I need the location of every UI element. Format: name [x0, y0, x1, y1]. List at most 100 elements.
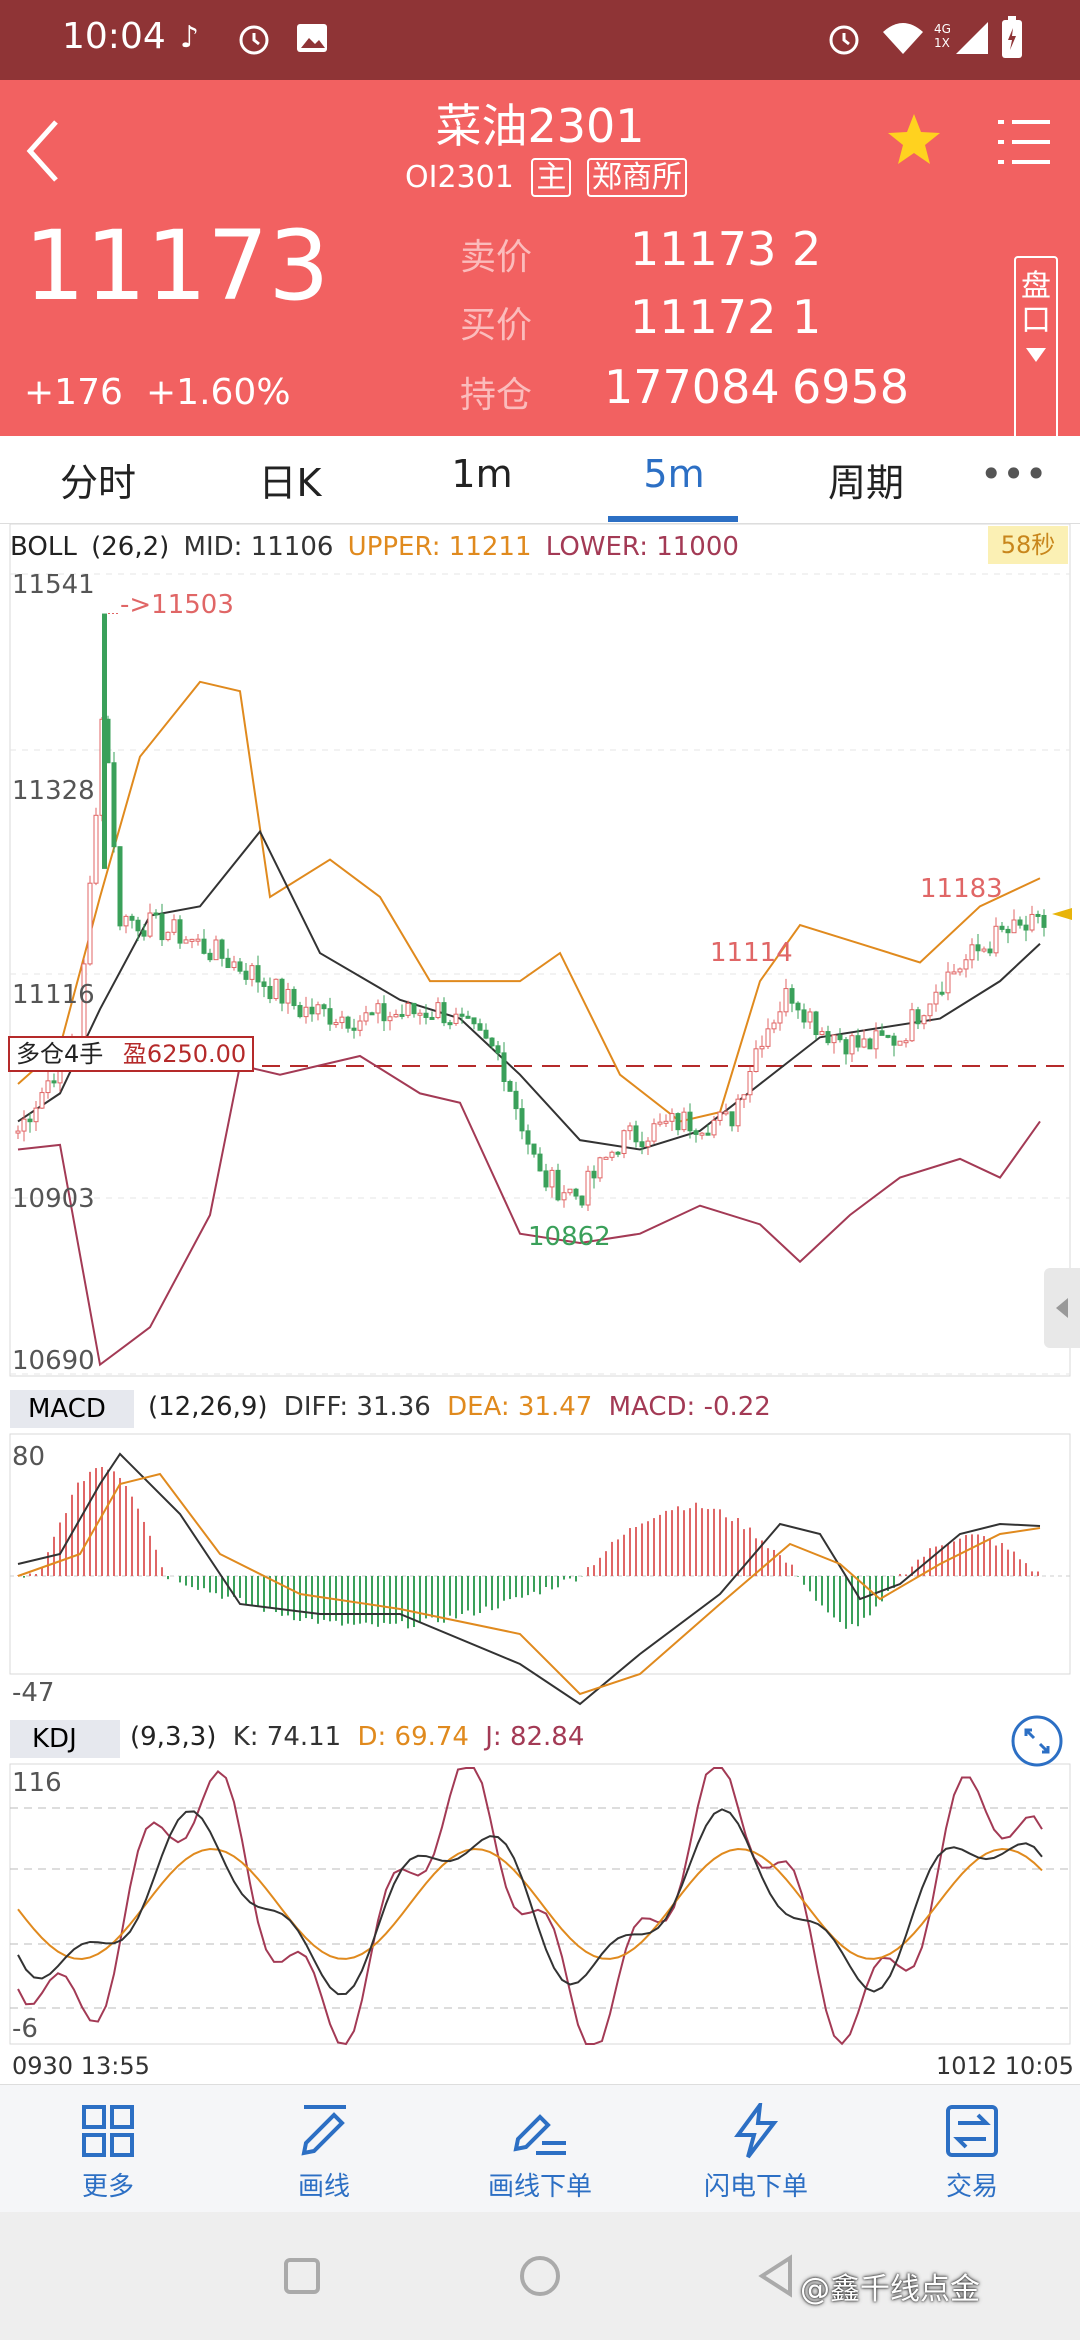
candle-body [189, 938, 195, 942]
candle-body [321, 1004, 327, 1010]
home-button[interactable] [520, 2256, 560, 2296]
candle-body [939, 991, 945, 995]
candle-body [585, 1170, 591, 1206]
kdj-indicator-selector[interactable]: KDJ [10, 1720, 120, 1758]
candle-body [201, 938, 207, 954]
candle-body [735, 1098, 741, 1127]
wifi-icon [883, 23, 923, 54]
contract-title: 菜油2301 [435, 99, 645, 153]
candle-body [219, 939, 225, 959]
candle-body [657, 1121, 663, 1125]
chart-canvas [9, 524, 1072, 2046]
candle-body [729, 1111, 735, 1127]
candle-body [453, 1013, 459, 1024]
candle-body [177, 919, 183, 944]
signal-icon [956, 22, 988, 54]
candle-body [861, 1038, 867, 1048]
candle-body [483, 1029, 489, 1039]
candle-body [543, 1170, 549, 1188]
tab-1m[interactable]: 1m [451, 452, 513, 496]
candle-body [243, 970, 249, 980]
candle-body [807, 1011, 813, 1023]
candle-body [195, 938, 201, 942]
tab-daily-k[interactable]: 日K [258, 461, 322, 505]
candle-body [273, 978, 279, 1000]
toolbar-more-button[interactable]: 更多 [0, 2103, 216, 2203]
pankou-button[interactable]: 盘口 [1014, 256, 1058, 460]
candle-body [159, 913, 165, 941]
expand-icon[interactable] [1010, 1714, 1064, 1768]
caret-down-icon [1026, 348, 1046, 362]
y-label-2: 11328 [12, 776, 95, 806]
bid-volume: 1 [792, 290, 822, 344]
alarm-icon [239, 25, 269, 55]
toolbar-trade-button[interactable]: 交易 [864, 2103, 1080, 2203]
price-change-pct: +1.60% [146, 372, 291, 413]
kdj-params: (9,3,3) [130, 1722, 217, 1752]
candle-body [393, 1013, 399, 1018]
candle-body [795, 1002, 801, 1011]
recent-apps-button[interactable] [284, 2258, 320, 2294]
open-interest-change: 6958 [792, 360, 910, 414]
candle-body [951, 971, 957, 975]
kline-chart-area[interactable]: BOLL (26,2) MID: 11106 UPPER: 11211 LOWE… [0, 524, 1080, 2084]
toolbar-flash-order-button[interactable]: 闪电下单 [648, 2097, 864, 2203]
candle-body [45, 1080, 51, 1094]
candle-body [801, 1009, 807, 1023]
menu-list-icon[interactable] [996, 114, 1052, 170]
candle-body [927, 1003, 933, 1017]
candle-body [759, 1045, 765, 1050]
candle-body [597, 1157, 603, 1179]
tab-period[interactable]: 周期 [827, 461, 904, 505]
candle-body [1023, 924, 1029, 931]
more-tabs-icon[interactable]: ••• [980, 452, 1048, 496]
candle-body [987, 948, 993, 954]
candle-body [477, 1023, 483, 1031]
candle-body [867, 1038, 873, 1050]
candle-body [147, 912, 153, 937]
kdj-y-top: 116 [12, 1768, 62, 1798]
candle-body [615, 1151, 621, 1155]
toolbar-draw-order-button[interactable]: 画线下单 [432, 2103, 648, 2203]
candle-body [963, 959, 969, 970]
candle-body [717, 1111, 723, 1121]
tab-fenshi[interactable]: 分时 [59, 461, 136, 505]
toolbar-draw-line-button[interactable]: 画线 [216, 2103, 432, 2203]
candle-body [1041, 914, 1047, 928]
candle-body [957, 968, 963, 973]
candle-body [993, 925, 999, 954]
macd-panel-frame [9, 1433, 1071, 1675]
candle-body [501, 1052, 507, 1082]
side-drawer-handle[interactable] [1044, 1268, 1080, 1348]
open-interest-value: 177084 [604, 360, 780, 414]
candle-body [549, 1169, 555, 1188]
candle-body [345, 1016, 351, 1029]
position-tag[interactable]: 多仓4手 盈6250.00 [8, 1036, 255, 1072]
candle-body [873, 1030, 879, 1050]
tab-5m[interactable]: 5m [643, 452, 705, 496]
candle-body [711, 1119, 717, 1136]
pen-icon [301, 2105, 346, 2156]
back-icon[interactable] [22, 116, 62, 186]
candle-body [897, 1040, 903, 1046]
candle-body [495, 1045, 501, 1054]
candle-body [303, 1006, 309, 1018]
candle-body [753, 1048, 759, 1073]
bottom-toolbar: 更多 画线 画线下单 闪电下单 交易 [0, 2084, 1080, 2212]
max-price-annotation: ->11503 [120, 590, 234, 620]
candle-body [423, 1012, 429, 1018]
candle-body [165, 931, 171, 941]
back-nav-icon[interactable] [756, 2254, 796, 2298]
kdj-k: K: 74.11 [232, 1722, 342, 1752]
candle-body [699, 1132, 705, 1136]
candle-body [117, 846, 123, 927]
open-interest-label: 持仓 [460, 375, 533, 416]
macd-indicator-selector[interactable]: MACD [10, 1390, 134, 1428]
candle-body [285, 988, 291, 1004]
favorite-star-icon[interactable] [884, 110, 944, 170]
active-tab-indicator [608, 516, 738, 522]
quote-header: 菜油2301 OI2301 主 郑商所 11173 +176 +1.60% 卖价… [0, 80, 1080, 460]
candle-body [111, 762, 117, 848]
candle-body [255, 965, 261, 983]
toolbar-flash-order-label: 闪电下单 [703, 2172, 808, 2202]
